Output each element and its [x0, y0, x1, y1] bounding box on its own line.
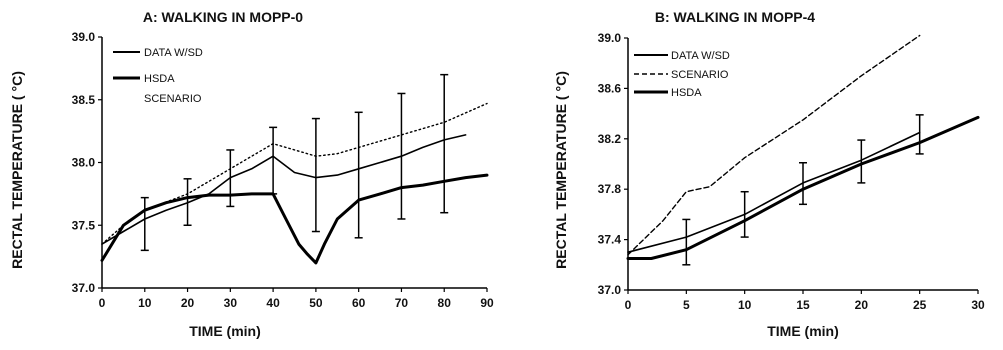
panel-a-series-hsda: [100, 173, 489, 265]
panel-b-ytick-label: 37.8: [598, 182, 622, 196]
panel-b-xtick-label: 30: [971, 298, 985, 312]
panel-a-xtick-label: 40: [266, 296, 280, 310]
panel-a: A: WALKING IN MOPP-0 RECTAL TEMPERATURE …: [9, 9, 494, 339]
panel-b-ylabel: RECTAL TEMPERATURE ( °C): [553, 71, 569, 269]
panel-b-legend-data: DATA W/SD: [671, 50, 730, 62]
panel-a-ytick-label: 37.5: [72, 218, 96, 232]
panel-a-xtick-label: 80: [438, 296, 452, 310]
panel-a-ytick-label: 39.0: [72, 30, 96, 44]
panel-b-xtick-label: 5: [683, 298, 690, 312]
panel-b-xtick-label: 25: [913, 298, 927, 312]
panel-a-title: A: WALKING IN MOPP-0: [143, 9, 303, 25]
panel-a-xtick-label: 60: [352, 296, 366, 310]
panel-a-legend: DATA W/SD HSDA SCENARIO: [113, 47, 203, 105]
panel-b-series-hsda: [626, 115, 980, 260]
panel-a-series: [100, 102, 489, 265]
panel-b-ytick-label: 38.2: [598, 132, 622, 146]
panel-b-xlabel: TIME (min): [767, 323, 839, 339]
panel-b-ytick-label: 39.0: [598, 31, 622, 45]
panel-a-series-data-w-sd: [101, 134, 467, 245]
panel-a-ytick-label: 38.5: [72, 93, 96, 107]
panel-b-errorbars: [682, 114, 924, 266]
panel-a-ytick-label: 38.0: [72, 156, 96, 170]
panel-b-legend: DATA W/SD SCENARIO HSDA: [634, 50, 730, 99]
panel-a-yticks: 37.0 37.5 38.0 38.5 39.0: [72, 30, 102, 295]
panel-b-series-data-w-sd: [627, 131, 921, 253]
panel-a-xticks: 0 10 20 30 40 50 60 70 80 90: [99, 288, 494, 310]
panel-a-series-scenario: [101, 102, 488, 245]
panel-a-xtick-label: 90: [480, 296, 494, 310]
panel-b-xtick-label: 10: [738, 298, 752, 312]
panel-b-yticks: 37.0 37.4 37.8 38.2 38.6 39.0: [598, 31, 628, 297]
panel-b-series-scenario: [627, 34, 921, 256]
panel-b-axes: [627, 38, 978, 291]
panel-b: B: WALKING IN MOPP-4 RECTAL TEMPERATURE …: [553, 9, 985, 339]
panel-a-axes: [101, 37, 487, 289]
panel-b-xtick-label: 0: [625, 298, 632, 312]
panel-a-ylabel: RECTAL TEMPERATURE ( °C): [9, 71, 25, 269]
panel-b-xtick-label: 15: [796, 298, 810, 312]
panel-b-legend-hsda: HSDA: [671, 87, 702, 99]
panel-a-xtick-label: 30: [224, 296, 238, 310]
panel-b-xtick-label: 20: [855, 298, 869, 312]
panel-a-legend-data: DATA W/SD: [144, 47, 203, 59]
panel-a-errorbars: [140, 73, 449, 252]
panel-b-xticks: 0 5 10 15 20 25 30: [625, 290, 985, 312]
panel-a-xlabel: TIME (min): [189, 323, 261, 339]
panel-a-xtick-label: 70: [395, 296, 409, 310]
panel-b-ytick-label: 37.4: [598, 233, 622, 247]
panel-b-ytick-label: 38.6: [598, 81, 622, 95]
panel-a-legend-hsda: HSDA: [144, 73, 175, 85]
panel-a-xtick-label: 50: [309, 296, 323, 310]
panel-b-legend-scenario: SCENARIO: [671, 69, 729, 81]
panel-b-ytick-label: 37.0: [598, 283, 622, 297]
panel-a-xtick-label: 10: [138, 296, 152, 310]
panel-a-xtick-label: 20: [181, 296, 195, 310]
panel-b-title: B: WALKING IN MOPP-4: [655, 9, 815, 25]
panel-b-series: [626, 34, 980, 260]
panel-a-xtick-label: 0: [99, 296, 106, 310]
panel-a-legend-scenario: SCENARIO: [144, 93, 202, 105]
panel-a-ytick-label: 37.0: [72, 281, 96, 295]
